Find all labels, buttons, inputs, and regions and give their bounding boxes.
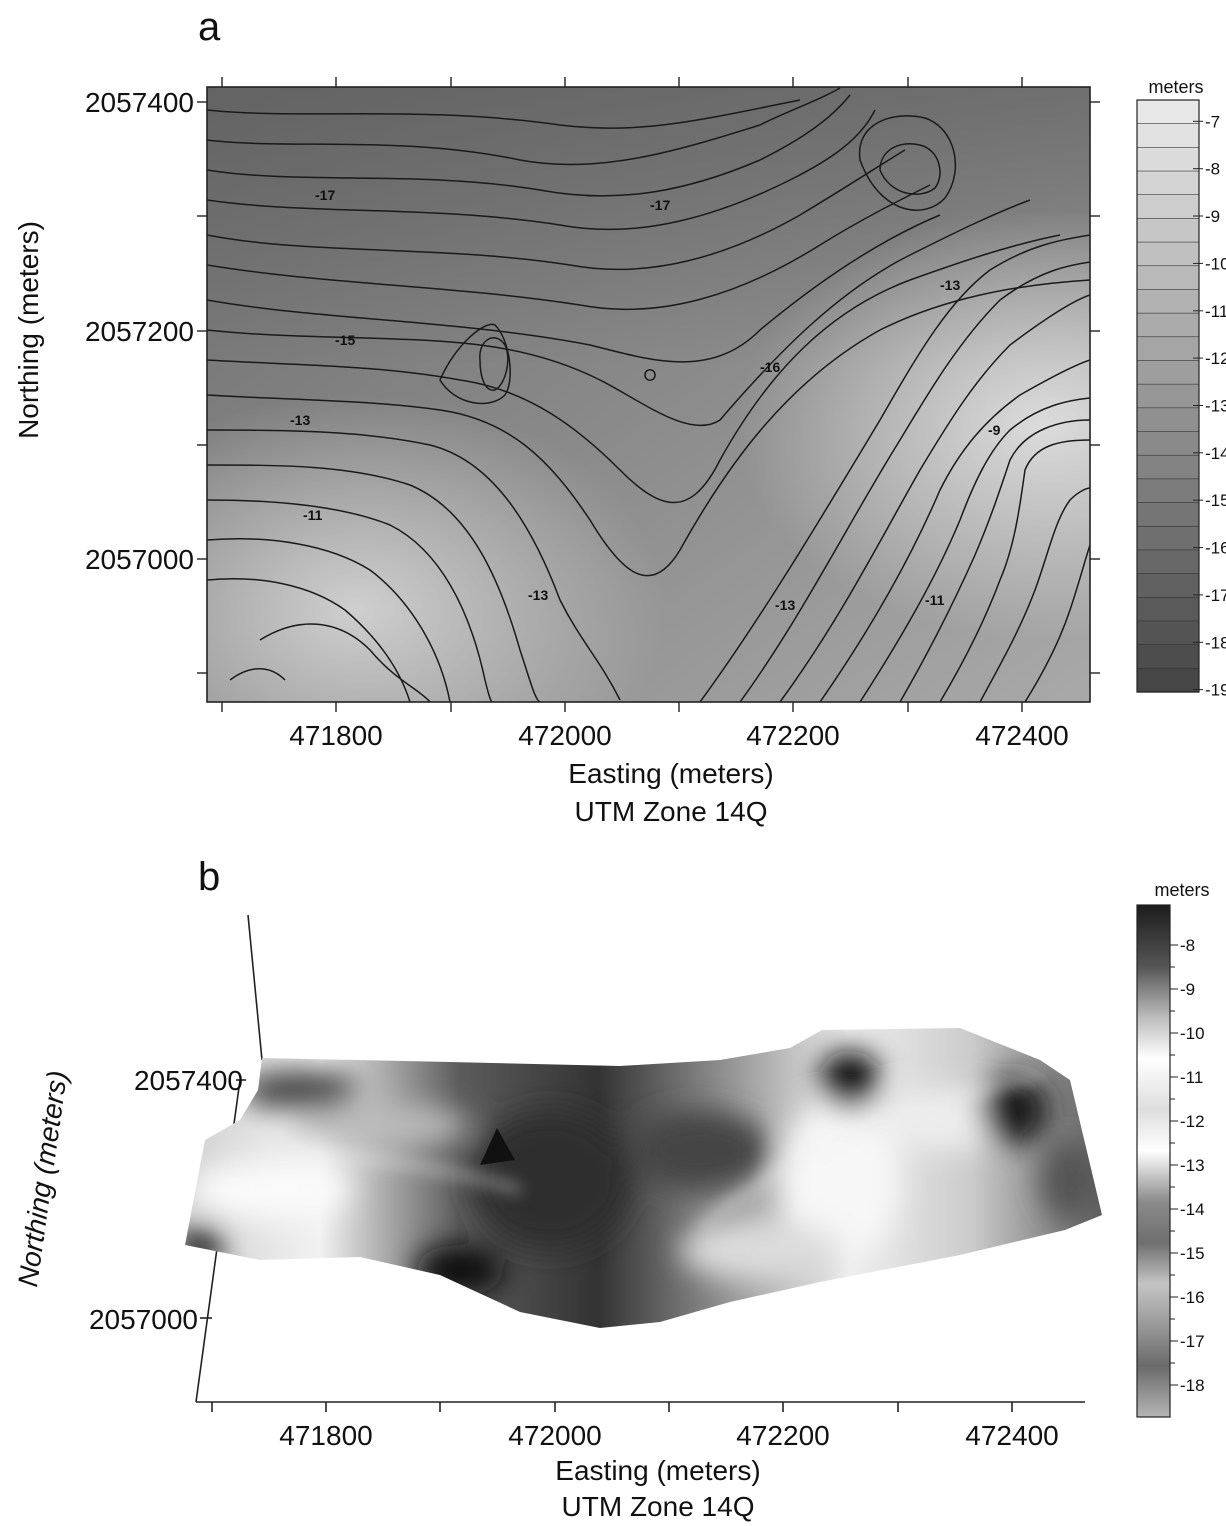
colorbar-step xyxy=(1136,360,1200,385)
colorbar-frame xyxy=(1136,99,1200,693)
colorbar-step xyxy=(1136,549,1200,575)
contour-label: -13 xyxy=(940,277,960,293)
bathymetry-surface xyxy=(185,1028,1102,1328)
contour-label: -15 xyxy=(335,332,355,348)
colorbar-label: -18 xyxy=(1180,1376,1205,1395)
colorbar-label: -16 xyxy=(1205,539,1226,558)
contour-labels: -17 -17 -13 -15 -16 -13 -9 -11 -13 -13 -… xyxy=(290,187,1001,613)
colorbar-step xyxy=(1136,525,1200,551)
colorbar-label: -17 xyxy=(1180,1332,1205,1351)
colorbar-step xyxy=(1136,596,1200,622)
colorbar-labels: -8 -9 -10 -11 -12 -13 -14 -15 -16 -17 -18 xyxy=(1170,936,1205,1395)
contour-lines xyxy=(207,87,1090,702)
colorbar-label: -18 xyxy=(1205,633,1226,652)
colorbar-label: -11 xyxy=(1205,302,1226,321)
colorbar-label: -9 xyxy=(1205,207,1220,226)
colorbar-label: -8 xyxy=(1180,936,1195,955)
y-axis-title: Northing (meters) xyxy=(13,221,44,439)
colorbar-step xyxy=(1136,502,1200,527)
contour-label: -13 xyxy=(528,587,548,603)
y-tick-label: 2057000 xyxy=(89,1304,198,1335)
colorbar-ramp xyxy=(1136,904,1171,1418)
contour-label: -9 xyxy=(988,422,1001,438)
x-axis-title: Easting (meters) xyxy=(555,1455,760,1486)
panel-b-letter: b xyxy=(198,855,220,899)
panel-a-letter: a xyxy=(198,5,221,49)
colorbar-step xyxy=(1136,265,1200,291)
colorbar-labels: -7 -8 -9 -10 -11 -12 -13 -14 -15 -16 -17 -18 -19 xyxy=(1193,112,1226,700)
colorbar-label: -10 xyxy=(1180,1024,1205,1043)
colorbar-steps xyxy=(1136,99,1200,693)
colorbar-label: -7 xyxy=(1205,112,1220,131)
colorbar-label: -13 xyxy=(1205,397,1226,416)
colorbar-step xyxy=(1136,431,1200,456)
contour-label: -16 xyxy=(760,359,780,375)
contour-map: -17 -17 -13 -15 -16 -13 -9 -11 -13 -13 -… xyxy=(207,87,1090,702)
x-tick-label: 472400 xyxy=(975,720,1068,751)
x-tick-label: 472400 xyxy=(965,1420,1058,1451)
contour-label: -17 xyxy=(650,197,670,213)
colorbar-step xyxy=(1136,194,1200,220)
colorbar-label: -14 xyxy=(1205,444,1226,463)
colorbar-step xyxy=(1136,620,1200,646)
y-tick-label: 2057400 xyxy=(85,87,194,118)
x-tick-label: 472200 xyxy=(746,720,839,751)
contour-label: -13 xyxy=(775,597,795,613)
colorbar-b: meters -8 -9 -10 -11 -12 -13 -14 -15 -16 -17 -18 xyxy=(1136,880,1210,1418)
contour-label: -17 xyxy=(315,187,335,203)
colorbar-label: -19 xyxy=(1205,681,1226,700)
colorbar-label: -8 xyxy=(1205,160,1220,179)
x-axis-subtitle: UTM Zone 14Q xyxy=(575,796,768,827)
colorbar-label: -15 xyxy=(1205,491,1226,510)
map-ticks xyxy=(197,77,1100,712)
x-tick-label: 472200 xyxy=(736,1420,829,1451)
colorbar-label: -12 xyxy=(1205,349,1226,368)
y-tick-label: 2057400 xyxy=(134,1065,243,1096)
colorbar-step xyxy=(1136,123,1200,148)
contour-label: -11 xyxy=(303,507,323,523)
colorbar-step xyxy=(1136,147,1200,172)
colorbar-step xyxy=(1136,336,1200,362)
colorbar-label: -13 xyxy=(1180,1156,1205,1175)
colorbar-unit: meters xyxy=(1148,77,1203,97)
colorbar-step xyxy=(1136,478,1200,504)
colorbar-step xyxy=(1136,241,1200,267)
colorbar-step xyxy=(1136,289,1200,314)
x-tick-label: 471800 xyxy=(289,720,382,751)
colorbar-step xyxy=(1136,218,1200,243)
colorbar-step xyxy=(1136,454,1200,480)
colorbar-label: -9 xyxy=(1180,980,1195,999)
colorbar-label: -11 xyxy=(1180,1068,1203,1087)
colorbar-label: -15 xyxy=(1180,1244,1205,1263)
colorbar-label: -16 xyxy=(1180,1288,1205,1307)
colorbar-unit: meters xyxy=(1154,880,1209,900)
colorbar-step xyxy=(1136,170,1200,196)
y-tick-label: 2057200 xyxy=(85,316,194,347)
panel-b: b xyxy=(12,855,1209,1522)
colorbar-step xyxy=(1136,383,1200,409)
contour-label: -13 xyxy=(290,412,310,428)
colorbar-step xyxy=(1136,407,1200,433)
y-axis-title: Northing (meters) xyxy=(12,1069,73,1289)
x-axis-title: Easting (meters) xyxy=(568,758,773,789)
panel-a: a xyxy=(13,5,1226,827)
colorbar-label: -14 xyxy=(1180,1200,1205,1219)
colorbar-step xyxy=(1136,312,1200,338)
x-tick-label: 472000 xyxy=(508,1420,601,1451)
map-frame xyxy=(206,86,1091,703)
colorbar-step xyxy=(1136,99,1200,125)
colorbar-label: -12 xyxy=(1180,1112,1205,1131)
x-tick-label: 472000 xyxy=(518,720,611,751)
colorbar-label: -17 xyxy=(1205,586,1226,605)
y-tick-label: 2057000 xyxy=(85,544,194,575)
colorbar-a: meters -7 -8 -9 -10 -11 -12 -13 -14 -15 -16 -17 -18… xyxy=(1136,77,1226,700)
colorbar-step xyxy=(1136,644,1200,669)
x-tick-label: 471800 xyxy=(279,1420,372,1451)
colorbar-step xyxy=(1136,573,1200,598)
colorbar-label: -10 xyxy=(1205,254,1226,273)
contour-label: -11 xyxy=(925,592,945,608)
colorbar-step xyxy=(1136,668,1200,693)
x-axis-subtitle: UTM Zone 14Q xyxy=(562,1491,755,1522)
